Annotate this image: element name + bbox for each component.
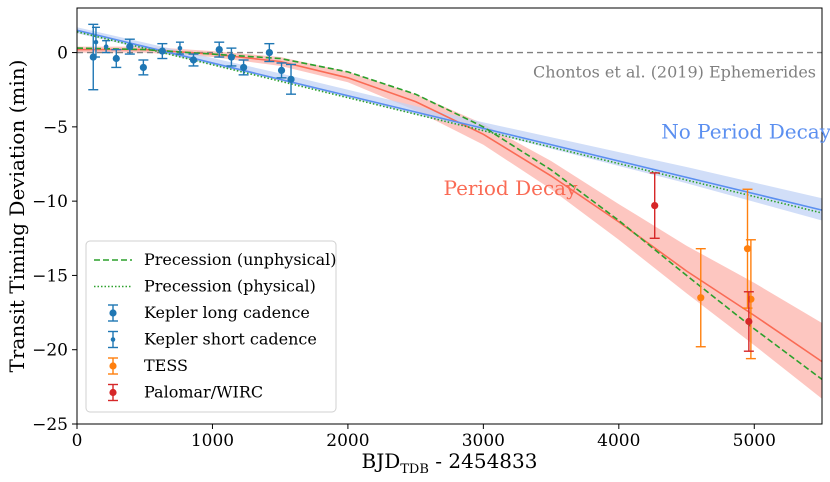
reference-annotation: Chontos et al. (2019) Ephemerides — [533, 63, 816, 82]
data-point — [276, 62, 287, 79]
y-axis-label: Transit Timing Deviation (min) — [5, 60, 29, 373]
y-tick-label: −20 — [32, 341, 68, 361]
x-tick-label: 4000 — [597, 431, 640, 451]
x-tick-label: 1000 — [191, 431, 234, 451]
legend: Precession (unphysical) Precession (physi… — [85, 240, 337, 413]
data-point — [175, 41, 184, 55]
model-curves — [76, 29, 823, 381]
legend-box — [85, 240, 337, 413]
legend-label: TESS — [144, 356, 188, 375]
data-point — [188, 53, 199, 67]
x-axis-label: BJDTDB - 2454833 — [362, 449, 538, 477]
legend-item: Precession (unphysical) — [94, 250, 337, 269]
legend-label: Palomar/WIRC — [144, 383, 263, 402]
y-tick-label: −10 — [32, 192, 68, 212]
legend-item: Kepler long cadence — [108, 303, 310, 322]
legend-item: Palomar/WIRC — [108, 383, 263, 402]
data-point — [91, 26, 100, 58]
y-tick-label: −5 — [43, 118, 68, 138]
legend-item: Precession (physical) — [94, 277, 316, 296]
x-tick-label: 2000 — [326, 431, 369, 451]
x-tick-label: 5000 — [733, 431, 776, 451]
data-point — [286, 63, 297, 95]
legend-label: Precession (unphysical) — [144, 250, 337, 269]
y-tick-label: 0 — [57, 44, 68, 64]
data-point — [695, 247, 706, 348]
data-point — [238, 59, 249, 76]
x-tick-label: 3000 — [462, 431, 505, 451]
data-point — [157, 42, 168, 60]
data-point — [102, 39, 111, 54]
data-point — [264, 42, 275, 63]
legend-label: Kepler long cadence — [144, 303, 310, 322]
legend-label: Kepler short cadence — [144, 330, 317, 349]
data-point — [124, 38, 135, 55]
data-point — [649, 172, 660, 239]
data-point — [111, 48, 122, 69]
data-point — [226, 47, 237, 67]
curve-precession-dashed — [76, 47, 823, 381]
curve-no_decay — [76, 29, 823, 211]
no-decay-annotation: No Period Decay — [661, 120, 830, 144]
legend-label: Precession (physical) — [144, 277, 316, 296]
curve-decay — [77, 48, 823, 363]
y-tick-label: −25 — [32, 415, 68, 435]
x-tick-label: 0 — [72, 431, 83, 451]
y-tick-label: −15 — [32, 266, 68, 286]
data-point — [138, 59, 149, 76]
legend-item: TESS — [108, 356, 188, 375]
legend-item: Kepler short cadence — [108, 330, 317, 349]
data-point — [743, 291, 754, 352]
plot-frame — [76, 7, 823, 425]
data-point — [214, 41, 225, 58]
data-points — [88, 23, 756, 360]
axis-ticks: 0 1000 2000 3000 4000 5000 0 −5 −10 −15 −20 −25 — [32, 44, 776, 451]
decay-annotation: Period Decay — [444, 176, 579, 200]
